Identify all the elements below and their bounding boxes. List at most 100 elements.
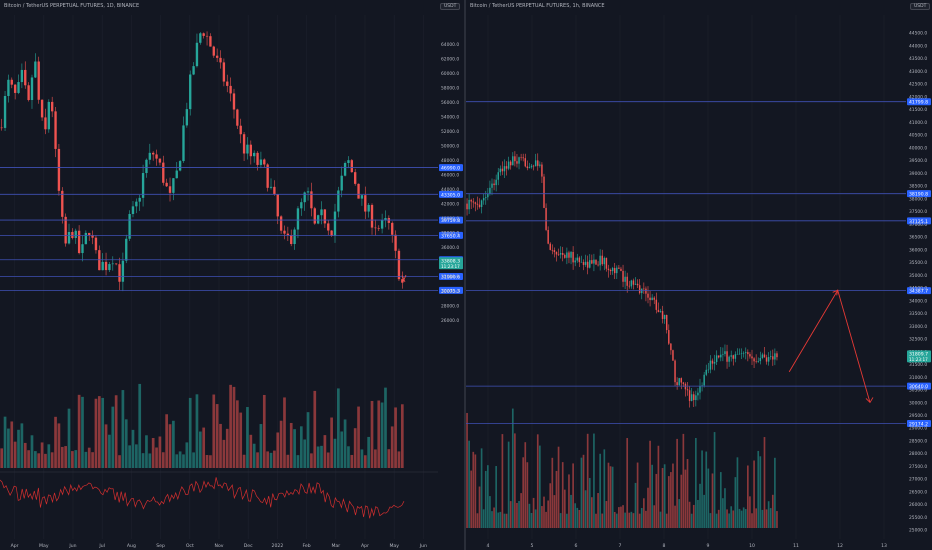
left-candle-body	[121, 260, 125, 282]
left-candle-body	[401, 279, 404, 283]
right-candle-body	[663, 315, 666, 319]
left-candle-body	[37, 61, 40, 100]
left-level-tag	[439, 190, 463, 198]
right-volume-bar	[599, 453, 601, 528]
right-candle-body	[688, 390, 691, 401]
left-volume-bar	[155, 447, 158, 468]
left-candle-body	[229, 85, 232, 94]
right-volume-bar	[771, 494, 774, 528]
right-candle-body	[655, 299, 658, 310]
left-level-tag	[439, 273, 463, 281]
right-candle-body	[763, 354, 766, 358]
left-candle-body	[236, 109, 239, 126]
left-currency-badge[interactable]: USDT	[440, 3, 461, 10]
left-volume-bar	[242, 454, 246, 468]
left-volume-bar	[67, 408, 71, 468]
right-candle-body	[684, 383, 687, 390]
left-price-tick: 48000.0	[441, 158, 459, 164]
right-currency-badge[interactable]: USDT	[910, 3, 931, 10]
right-volume-bar	[576, 507, 579, 528]
left-volume-bar	[380, 402, 384, 468]
right-volume-bar	[634, 482, 637, 528]
panel-divider[interactable]	[464, 0, 466, 550]
left-volume-bar	[60, 446, 64, 468]
left-level-label: 46990.0	[441, 166, 460, 172]
right-candle-body	[618, 267, 620, 269]
left-candle-body	[354, 172, 357, 184]
right-volume-bar	[709, 513, 712, 528]
left-price-tick: 46000.0	[441, 173, 459, 179]
left-candle-body	[357, 183, 360, 199]
left-price-tick: 54000.0	[441, 114, 459, 120]
right-volume-bar	[661, 468, 664, 528]
right-level-label: 41799.8	[909, 100, 928, 106]
left-volume-bar	[310, 453, 313, 468]
right-candle-body	[603, 257, 606, 265]
right-volume-bar	[476, 513, 479, 528]
right-candle-body	[584, 261, 587, 265]
left-volume-bar	[37, 453, 41, 468]
right-candle-body	[541, 164, 543, 177]
left-candle-body	[367, 204, 370, 212]
left-volume-bar	[239, 412, 243, 468]
right-volume-bar	[572, 463, 574, 528]
right-volume-bar	[528, 503, 531, 528]
right-volume-bar	[514, 433, 516, 528]
right-candle-body	[528, 167, 531, 169]
right-volume-bar	[470, 470, 473, 528]
left-volume-bar	[212, 394, 216, 468]
right-level-tag	[907, 217, 931, 225]
right-volume-bar	[655, 473, 658, 528]
right-price-tick: 34500.0	[909, 286, 927, 292]
right-volume-bar	[632, 513, 635, 528]
right-volume-bar	[680, 474, 683, 528]
right-chart-svg[interactable]: 41799.8 38190.8 37125.1 34387.7 30640.0 29174…	[466, 0, 932, 550]
right-candle-body	[703, 374, 705, 386]
left-candle-body	[239, 125, 242, 135]
right-candle-body	[574, 260, 576, 263]
right-volume-bar	[597, 493, 599, 528]
right-volume-bar	[520, 493, 522, 528]
left-candle-body	[91, 235, 94, 238]
right-price-tick: 27000.0	[909, 477, 927, 483]
right-volume-bar	[468, 440, 470, 528]
right-volume-bar	[474, 454, 477, 528]
right-candle-body	[711, 360, 714, 364]
left-volume-bar	[182, 454, 185, 468]
right-price-tick: 38500.0	[909, 184, 927, 190]
left-volume-bar	[3, 416, 7, 468]
right-time-label: 12	[837, 543, 843, 549]
right-volume-bar	[701, 450, 703, 528]
left-volume-bar	[128, 445, 131, 468]
left-volume-bar	[333, 438, 337, 468]
right-volume-bar	[728, 513, 730, 528]
right-arrow-mid-icon	[832, 289, 839, 296]
right-volume-bar	[472, 451, 475, 528]
left-time-label: May	[39, 543, 49, 549]
right-level-tag	[907, 420, 931, 428]
left-level-label: 30075.3	[441, 288, 460, 294]
left-price-tick: 42000.0	[441, 202, 459, 208]
right-candle-body	[534, 160, 537, 167]
left-chart-panel[interactable]: 46990.043305.039759.837650.434300.731990…	[0, 0, 464, 550]
left-volume-bar	[330, 417, 333, 468]
left-volume-bar	[299, 426, 303, 468]
left-price-tick: 38000.0	[441, 231, 459, 237]
right-volume-bar	[580, 457, 583, 528]
right-price-tick: 35000.0	[909, 273, 927, 279]
left-candle-body	[162, 162, 165, 183]
left-chart-svg[interactable]: 46990.043305.039759.837650.434300.731990…	[0, 0, 464, 550]
right-candle-body	[651, 297, 653, 301]
left-candle-body	[219, 57, 222, 63]
left-candle-body	[313, 208, 316, 224]
right-volume-bar	[524, 442, 527, 528]
left-candle-body	[195, 42, 199, 67]
left-volume-bar	[198, 431, 202, 468]
right-candle-body	[526, 166, 529, 169]
right-chart-panel[interactable]: 41799.8 38190.8 37125.1 34387.7 30640.0 29174…	[466, 0, 932, 550]
right-price-tick: 43500.0	[909, 56, 927, 62]
left-time-label: Jul	[98, 543, 105, 549]
left-time-label: Apr	[361, 543, 369, 549]
left-candle-body	[77, 230, 81, 254]
left-volume-bar	[104, 424, 108, 468]
